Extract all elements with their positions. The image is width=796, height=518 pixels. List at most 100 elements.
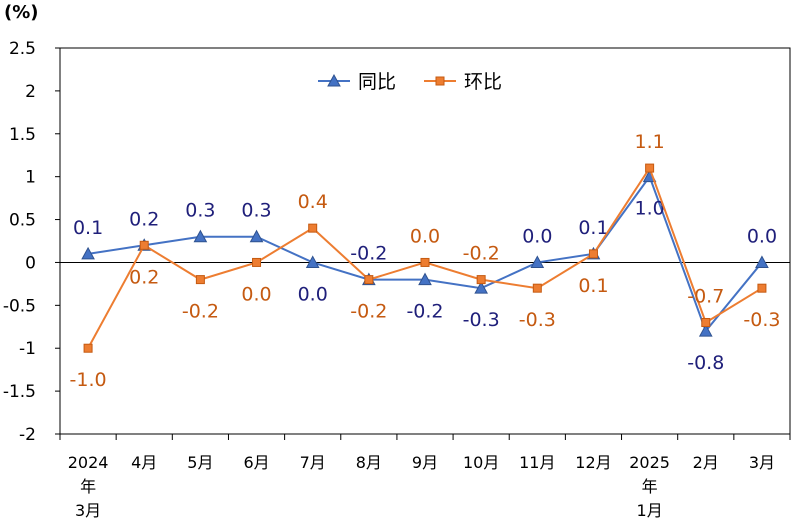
x-tick-label-line: 9月 (412, 453, 438, 472)
data-label: -0.2 (182, 301, 219, 323)
legend-marker-square (435, 76, 445, 86)
x-tick-label-line: 2024 (68, 453, 109, 472)
data-point-triangle (474, 281, 488, 294)
data-label: -0.2 (463, 243, 500, 265)
y-tick-label: 1 (25, 168, 36, 188)
x-tick-label-line: 5月 (187, 453, 213, 472)
x-tick-label: 6月 (243, 453, 269, 472)
data-label: 0.4 (298, 191, 328, 213)
x-tick-label-line: 3月 (749, 453, 775, 472)
data-point-triangle (530, 255, 545, 268)
data-point-triangle (249, 229, 264, 243)
data-point-triangle (81, 246, 95, 260)
y-tick-label: 2 (25, 82, 36, 102)
x-tick-label: 7月 (300, 453, 326, 472)
data-label: 0.3 (185, 200, 215, 222)
x-tick-label-line: 7月 (300, 453, 326, 472)
x-tick-label-line: 年 (80, 477, 96, 496)
legend-label: 环比 (464, 71, 502, 93)
x-tick-label: 12月 (575, 453, 611, 472)
y-tick-label: -1 (19, 339, 36, 359)
data-label: -0.3 (519, 309, 556, 331)
series-1: 0.1 0.2 0.3 0.3 0.0 -0.2 -0.2 -0.3 0.0 0.1 1.0 -0.8… (73, 169, 777, 374)
legend-item-2: 环比 (424, 71, 502, 93)
data-label: 0.0 (298, 283, 328, 305)
data-point-triangle (755, 255, 769, 268)
series-layer: 0.1 0.2 0.3 0.3 0.0 -0.2 -0.2 -0.3 0.0 0.1 1.0 -0.8… (70, 131, 781, 391)
data-label: 0.1 (578, 275, 608, 297)
x-tick-label-line: 11月 (519, 453, 555, 472)
data-point-square (139, 240, 149, 250)
legend-label: 同比 (358, 71, 396, 93)
legend: 同比 环比 (318, 71, 502, 93)
y-tick-label: 2.5 (9, 39, 36, 59)
data-label: 1.0 (635, 198, 665, 220)
data-label: -0.3 (743, 309, 780, 331)
data-point-square (364, 275, 374, 285)
x-tick-label: 11月 (519, 453, 555, 472)
x-tick-label: 4月 (131, 453, 157, 472)
data-label: 0.1 (73, 217, 103, 239)
data-label: -0.2 (350, 243, 387, 265)
x-axis: 2024 年 3月 4月 5月 6月 7月 8月 9月 10月 11月 12月 2025 年 1月 2月 3月 (59, 434, 791, 518)
x-tick-label: 9月 (412, 453, 438, 472)
x-tick-label: 2025 年 1月 (629, 453, 670, 518)
data-label: -0.3 (463, 309, 500, 331)
data-label: -0.7 (687, 285, 724, 307)
y-tick-label: -2 (19, 425, 36, 445)
data-point-triangle (193, 229, 208, 243)
legend-item-1: 同比 (318, 71, 396, 93)
x-tick-label: 3月 (749, 453, 775, 472)
data-label: 0.2 (129, 208, 159, 230)
x-tick-label: 2024 年 3月 (68, 453, 109, 518)
data-label: 1.1 (635, 131, 665, 153)
x-tick-label-line: 12月 (575, 453, 611, 472)
data-point-triangle (698, 324, 713, 337)
data-label: 0.0 (747, 225, 777, 247)
y-tick-label: -1.5 (3, 382, 36, 402)
data-point-square (757, 283, 767, 293)
x-tick-label-line: 3月 (75, 501, 101, 518)
data-point-square (476, 275, 486, 285)
y-tick-label: 0.5 (9, 211, 36, 231)
x-tick-label-line: 2月 (693, 453, 719, 472)
y-tick-label: 1.5 (9, 125, 36, 145)
x-tick-label: 10月 (463, 453, 499, 472)
data-label: 0.0 (522, 225, 552, 247)
x-tick-label-line: 1月 (637, 501, 663, 518)
data-point-square (420, 257, 430, 267)
x-tick-label-line: 6月 (243, 453, 269, 472)
data-point-square (308, 223, 318, 233)
data-point-square (532, 283, 542, 293)
x-tick-label-line: 2025 (629, 453, 670, 472)
data-label: 0.1 (578, 217, 608, 239)
data-label: 0.0 (241, 283, 271, 305)
data-label: -0.2 (406, 301, 443, 323)
data-point-square (252, 257, 262, 267)
x-tick-label: 5月 (187, 453, 213, 472)
x-tick-label-line: 10月 (463, 453, 499, 472)
data-point-square (701, 317, 711, 327)
y-axis-unit-label: (%) (4, 2, 39, 23)
y-tick-label: 0 (25, 253, 36, 273)
data-label: 0.3 (241, 200, 271, 222)
data-label: -0.2 (350, 301, 387, 323)
data-label: 0.0 (410, 225, 440, 247)
y-axis: 2.5 2 1.5 1 0.5 0 -0.5 -1 -1.5 -2 (3, 39, 60, 445)
x-tick-label-line: 8月 (356, 453, 382, 472)
data-point-square (195, 275, 205, 285)
x-tick-label: 8月 (356, 453, 382, 472)
data-label: 0.2 (129, 266, 159, 288)
series-2: -1.0 0.2 -0.2 0.0 0.4 -0.2 0.0 -0.2 -0.3 0.1 1.1 -0… (70, 131, 781, 391)
data-point-triangle (418, 272, 432, 286)
data-point-square (588, 249, 598, 259)
data-point-triangle (305, 255, 320, 268)
data-label: -1.0 (70, 369, 107, 391)
data-label: -0.8 (687, 352, 724, 374)
y-tick-label: -0.5 (3, 296, 36, 316)
data-point-square (645, 163, 655, 173)
data-point-square (83, 343, 93, 353)
x-tick-label: 2月 (693, 453, 719, 472)
plot-border (59, 47, 791, 435)
